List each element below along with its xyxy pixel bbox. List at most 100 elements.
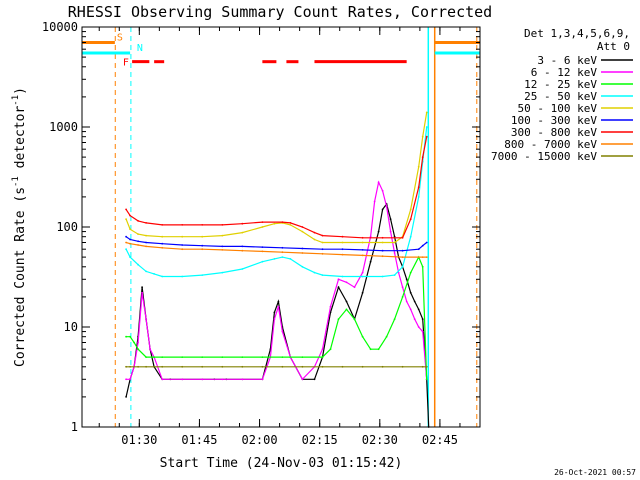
data-point xyxy=(137,341,140,344)
data-point xyxy=(329,305,332,308)
data-point xyxy=(369,235,372,238)
data-point xyxy=(161,356,164,358)
data-point xyxy=(137,263,140,266)
data-point xyxy=(361,249,364,251)
data-point xyxy=(201,378,204,381)
data-point xyxy=(181,275,184,278)
data-point xyxy=(421,365,424,368)
data-point xyxy=(281,246,284,249)
data-point xyxy=(161,378,164,381)
data-point xyxy=(161,242,164,245)
data-point xyxy=(129,256,132,258)
data-point xyxy=(241,268,244,270)
chart-title: RHESSI Observing Summary Count Rates, Co… xyxy=(68,3,492,21)
data-point xyxy=(301,247,304,250)
data-point xyxy=(221,378,224,381)
data-point xyxy=(201,248,204,251)
data-point xyxy=(153,356,156,358)
legend-header: Det 1,3,4,5,6,9, xyxy=(524,27,630,40)
series-line xyxy=(125,112,428,244)
data-point xyxy=(381,249,384,252)
data-point xyxy=(353,318,356,320)
data-point xyxy=(341,235,344,238)
data-point xyxy=(137,240,140,243)
data-point xyxy=(201,244,204,247)
data-point xyxy=(313,238,316,241)
data-point xyxy=(137,220,140,222)
data-point xyxy=(405,278,408,281)
data-point xyxy=(337,286,340,289)
data-point xyxy=(409,208,412,211)
data-point xyxy=(313,378,316,381)
data-point xyxy=(321,248,324,251)
data-point xyxy=(401,249,404,252)
data-point xyxy=(161,365,164,368)
data-point xyxy=(301,378,304,381)
data-point xyxy=(261,226,264,228)
footer-date: 26-Oct-2021 00:57 xyxy=(554,468,636,477)
data-point xyxy=(145,222,148,224)
data-point xyxy=(401,296,404,298)
data-point xyxy=(361,335,364,338)
data-point xyxy=(361,271,364,274)
data-point xyxy=(425,135,428,138)
y-axis-label-part: detector xyxy=(13,106,28,177)
data-point xyxy=(181,378,184,381)
data-point xyxy=(241,378,244,381)
data-point xyxy=(361,291,364,294)
x-tick-label: 02:30 xyxy=(362,433,398,447)
data-point xyxy=(381,189,384,192)
data-point xyxy=(145,241,148,244)
data-point xyxy=(161,224,164,226)
data-point xyxy=(321,348,324,351)
data-point xyxy=(161,246,164,249)
data-point xyxy=(141,286,144,289)
legend-header: Att 0 xyxy=(597,40,630,53)
data-point xyxy=(201,356,204,358)
data-point xyxy=(413,318,416,320)
data-point xyxy=(401,265,404,268)
data-point xyxy=(261,260,264,263)
data-point xyxy=(421,156,424,159)
series-line xyxy=(125,236,428,252)
data-point xyxy=(301,226,304,228)
data-point xyxy=(345,308,348,311)
data-point xyxy=(241,231,244,234)
data-point xyxy=(261,378,264,381)
data-point xyxy=(321,234,324,237)
data-point xyxy=(241,356,244,358)
data-point xyxy=(125,208,127,211)
data-point xyxy=(161,235,164,238)
data-point xyxy=(129,242,132,245)
data-point xyxy=(281,330,284,333)
data-point xyxy=(129,365,132,368)
data-point xyxy=(409,271,412,274)
series-line xyxy=(125,126,428,278)
data-point xyxy=(421,265,424,268)
data-point xyxy=(393,318,396,320)
data-point xyxy=(133,341,136,344)
legend-entry-label: 7000 - 15000 keV xyxy=(491,150,597,163)
data-point xyxy=(341,253,344,256)
data-point xyxy=(409,291,412,294)
data-point xyxy=(369,348,372,351)
data-point xyxy=(161,275,164,278)
y-tick-label: 100 xyxy=(56,220,78,234)
data-point xyxy=(125,248,127,251)
data-point xyxy=(129,335,132,338)
data-point xyxy=(145,318,148,320)
data-point xyxy=(145,270,148,273)
data-point xyxy=(381,255,384,258)
data-point xyxy=(145,365,148,368)
data-point xyxy=(129,214,132,217)
data-point xyxy=(421,244,424,247)
data-point xyxy=(221,249,224,251)
data-point xyxy=(153,273,156,275)
data-point xyxy=(361,254,364,257)
data-point xyxy=(409,308,412,311)
data-point xyxy=(381,275,384,278)
data-point xyxy=(425,365,428,368)
data-point xyxy=(417,308,420,311)
legend-entry-label: 300 - 800 keV xyxy=(511,126,597,139)
